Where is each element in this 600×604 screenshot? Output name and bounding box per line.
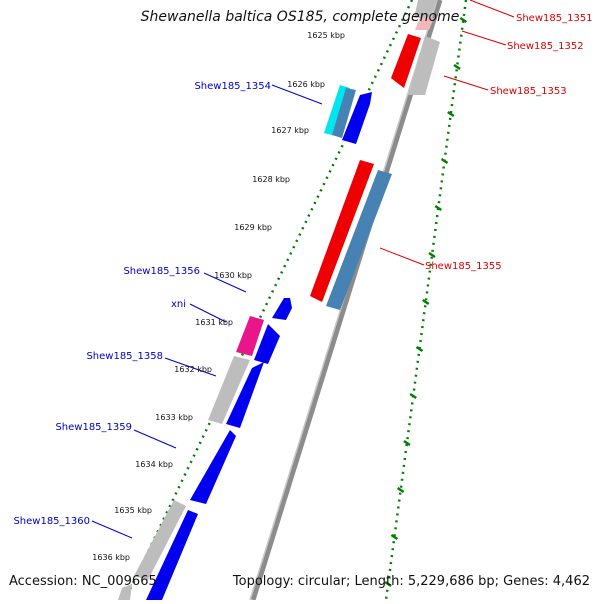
leader-shew185-1358 [164, 357, 217, 377]
gene-shew185-1352[interactable] [391, 34, 421, 88]
scale-tick-mark [415, 345, 424, 353]
kbp-tick-label: 1628 kbp [252, 175, 290, 184]
kbp-tick-label: 1635 kbp [114, 506, 152, 515]
outer-right-track-line [384, 0, 468, 601]
genome-backbone [250, 0, 443, 601]
gene-label-shew185-1353[interactable]: Shew185_1353 [490, 86, 567, 97]
kbp-tick-label: 1631 kbp [195, 318, 233, 327]
gene-label-shew185-1351[interactable]: Shew185_1351 [516, 13, 593, 24]
genome-title: Shewanella baltica OS185, complete genom… [140, 9, 460, 25]
gene-xni-blue[interactable] [254, 324, 280, 364]
scale-tick-mark [384, 580, 392, 588]
scale-tick-mark [440, 157, 449, 165]
leader-shew185-1359 [133, 429, 177, 449]
gene-label-shew185-1356[interactable]: Shew185_1356 [123, 266, 200, 277]
gene-shew185-1358-gray[interactable] [208, 356, 250, 424]
gene-shew185-1351[interactable] [414, 0, 437, 18]
scale-tick-mark [409, 392, 417, 400]
leader-shew185-1354 [271, 84, 323, 105]
scale-tick-mark [459, 16, 468, 24]
accession-label: Accession: NC_009665 [9, 574, 157, 589]
gene-label-xni[interactable]: xni [171, 299, 186, 310]
scale-tick-mark [422, 298, 430, 306]
gene-label-shew185-1354[interactable]: Shew185_1354 [194, 81, 271, 92]
leader-xni [189, 303, 227, 323]
gene-label-shew185-1352[interactable]: Shew185_1352 [507, 41, 584, 52]
gene-label-shew185-1359[interactable]: Shew185_1359 [55, 422, 132, 433]
scale-tick-mark [390, 533, 399, 541]
kbp-tick-label: 1625 kbp [307, 31, 345, 40]
scale-tick-mark [434, 204, 442, 212]
leader-shew185-1355 [379, 247, 425, 266]
gene-label-shew185-1358[interactable]: Shew185_1358 [86, 351, 163, 362]
outer-left-track-line [123, 0, 414, 601]
gene-shew185-1353[interactable] [408, 36, 440, 95]
scale-tick-mark [447, 110, 455, 118]
kbp-tick-label: 1633 kbp [155, 413, 193, 422]
gene-shew185-1352-pseudo[interactable] [415, 18, 434, 30]
gene-shew185-1355-red[interactable] [310, 160, 374, 302]
gene-shew185-1360-blue[interactable] [146, 510, 198, 600]
kbp-tick-label: 1627 kbp [271, 126, 309, 135]
scale-tick-mark [403, 439, 411, 447]
scale-tick-mark [428, 251, 436, 259]
gene-bottom-gray[interactable] [118, 584, 132, 600]
kbp-tick-label: 1632 kbp [174, 365, 212, 374]
scale-tick-mark [396, 486, 405, 494]
leader-shew185-1356 [203, 272, 247, 293]
gene-shew185-1356[interactable] [272, 298, 292, 320]
kbp-tick-label: 1634 kbp [135, 460, 173, 469]
kbp-tick-label: 1629 kbp [234, 223, 272, 232]
gene-shew185-1354-steel[interactable] [332, 88, 356, 138]
kbp-tick-label: 1636 kbp [92, 553, 130, 562]
leader-shew185-1351 [469, 0, 515, 18]
leader-shew185-1360 [91, 520, 133, 539]
scale-tick-mark [453, 63, 461, 71]
right-track-ticks [384, 16, 468, 588]
gene-label-shew185-1355[interactable]: Shew185_1355 [425, 261, 502, 272]
kbp-tick-label: 1626 kbp [287, 80, 325, 89]
leader-shew185-1353 [443, 75, 489, 91]
gene-shew185-1359[interactable] [190, 430, 236, 504]
gene-shew185-1360-gray[interactable] [134, 500, 186, 580]
gene-shew185-1355-steel[interactable] [326, 170, 392, 310]
leader-shew185-1352 [461, 30, 507, 46]
genome-summary: Topology: circular; Length: 5,229,686 bp… [232, 574, 590, 589]
gene-shew185-1354-blue[interactable] [342, 92, 372, 144]
gene-shew185-1358-blue[interactable] [226, 362, 264, 428]
gene-label-shew185-1360[interactable]: Shew185_1360 [13, 516, 90, 527]
kbp-tick-label: 1630 kbp [214, 271, 252, 280]
gene-xni-magenta[interactable] [236, 316, 264, 356]
